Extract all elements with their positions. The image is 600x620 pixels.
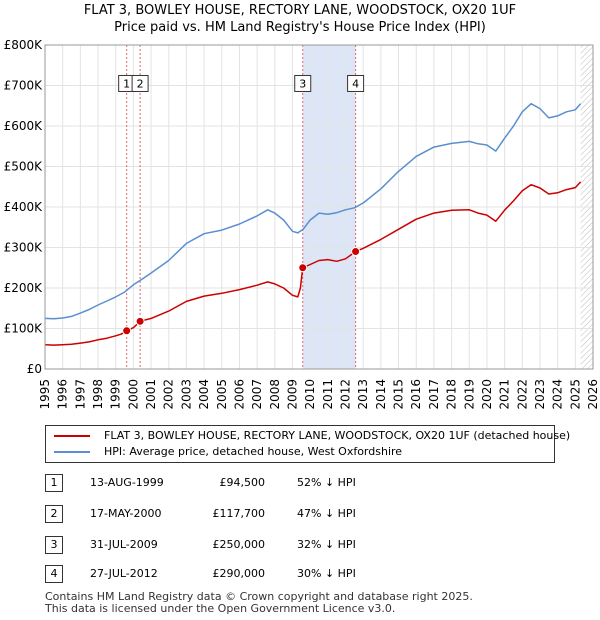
x-tick-label: 2000 (126, 379, 140, 410)
chart-title: FLAT 3, BOWLEY HOUSE, RECTORY LANE, WOOD… (83, 3, 517, 18)
transaction-hpi-diff: 52% ↓ HPI (297, 476, 356, 489)
transaction-number: 4 (45, 565, 63, 583)
x-tick-label: 2013 (356, 379, 370, 410)
x-tick-label: 1995 (38, 379, 52, 410)
marker-label-3: 3 (299, 77, 306, 90)
x-tick-label: 2016 (409, 379, 423, 410)
transaction-price: £117,700 (212, 507, 266, 520)
y-tick-label: £700K (4, 79, 44, 93)
transaction-price: £94,500 (219, 476, 266, 489)
marker-label-1: 1 (123, 77, 130, 90)
transaction-hpi-diff: 32% ↓ HPI (297, 538, 356, 551)
transaction-date: 17-MAY-2000 (90, 507, 162, 520)
x-tick-label: 2009 (285, 379, 299, 410)
y-tick-label: £500K (4, 160, 44, 174)
x-tick-label: 2022 (515, 379, 529, 410)
x-tick-label: 2025 (568, 379, 582, 410)
sale-point-1 (122, 326, 132, 336)
transaction-price: £290,000 (212, 567, 266, 580)
price-chart: £0 £100K £200K £300K £400K £500K £600K £700K £80… (4, 38, 600, 410)
marker-label-4: 4 (352, 77, 359, 90)
marker-box-3 (294, 74, 312, 92)
legend-label-hpi: HPI: Average price, detached house, West… (104, 445, 403, 458)
x-tick-label: 1998 (91, 379, 105, 410)
transaction-price: £250,000 (212, 538, 266, 551)
x-tick-label: 2019 (462, 379, 476, 410)
y-tick-label: £600K (4, 119, 44, 133)
x-tick-label: 2011 (321, 379, 335, 410)
marker-box-4 (347, 74, 365, 92)
legend: FLAT 3, BOWLEY HOUSE, RECTORY LANE, WOOD… (45, 425, 570, 463)
x-tick-label: 2020 (480, 379, 494, 410)
x-tick-label: 2021 (498, 379, 512, 410)
y-tick-label: £200K (4, 281, 44, 295)
legend-item-property: FLAT 3, BOWLEY HOUSE, RECTORY LANE, WOOD… (54, 428, 570, 444)
transaction-row: 2 17-MAY-2000 £117,700 47% ↓ HPI (45, 504, 565, 524)
y-tick-label: £300K (4, 241, 44, 255)
plot-border (44, 44, 594, 370)
sale-point-4 (351, 247, 361, 257)
x-tick-label: 2010 (303, 379, 317, 410)
x-tick-label: 2012 (339, 379, 353, 410)
x-tick-label: 2007 (250, 379, 264, 410)
y-tick-label: £100K (4, 322, 44, 336)
series-line-hpi (44, 102, 582, 320)
x-tick-label: 2014 (374, 379, 388, 410)
transaction-row: 3 31-JUL-2009 £250,000 32% ↓ HPI (45, 535, 565, 555)
y-tick-label: £0 (27, 362, 42, 376)
legend-swatch-property (54, 435, 90, 437)
x-tick-label: 1997 (73, 379, 87, 410)
marker-label-2: 2 (137, 77, 144, 90)
footer-copyright: Contains HM Land Registry data © Crown c… (45, 590, 473, 603)
x-tick-label: 2006 (232, 379, 246, 410)
sale-point-2 (135, 316, 145, 326)
legend-item-hpi: HPI: Average price, detached house, West… (54, 444, 402, 460)
x-tick-label: 1999 (109, 379, 123, 410)
transaction-hpi-diff: 30% ↓ HPI (297, 567, 356, 580)
marker-box-2 (131, 74, 149, 92)
x-tick-label: 2018 (445, 379, 459, 410)
x-tick-label: 2024 (551, 379, 565, 410)
x-tick-label: 2023 (533, 379, 547, 410)
transaction-date: 13-AUG-1999 (90, 476, 164, 489)
x-tick-label: 2004 (197, 379, 211, 410)
footer-licence: This data is licensed under the Open Gov… (45, 602, 396, 615)
legend-swatch-hpi (54, 451, 90, 453)
x-tick-label: 2001 (144, 379, 158, 410)
transaction-row: 1 13-AUG-1999 £94,500 52% ↓ HPI (45, 473, 565, 493)
x-tick-label: 2008 (268, 379, 282, 410)
x-tick-label: 2015 (392, 379, 406, 410)
transaction-number: 3 (45, 536, 63, 554)
x-tick-label: 1996 (56, 379, 70, 410)
x-tick-label: 2017 (427, 379, 441, 410)
legend-label-property: FLAT 3, BOWLEY HOUSE, RECTORY LANE, WOOD… (104, 429, 571, 442)
x-tick-label: 2026 (586, 379, 600, 410)
chart-subtitle: Price paid vs. HM Land Registry's House … (114, 20, 486, 35)
transaction-row: 4 27-JUL-2012 £290,000 30% ↓ HPI (45, 564, 565, 584)
x-tick-label: 2005 (215, 379, 229, 410)
x-tick-label: 2003 (179, 379, 193, 410)
y-tick-label: £800K (4, 38, 44, 52)
transaction-date: 31-JUL-2009 (90, 538, 158, 551)
x-tick-label: 2002 (162, 379, 176, 410)
transaction-number: 2 (45, 505, 63, 523)
transaction-hpi-diff: 47% ↓ HPI (297, 507, 356, 520)
y-tick-label: £400K (4, 200, 44, 214)
transaction-number: 1 (45, 474, 63, 492)
sale-point-3 (298, 263, 308, 273)
transaction-date: 27-JUL-2012 (90, 567, 158, 580)
